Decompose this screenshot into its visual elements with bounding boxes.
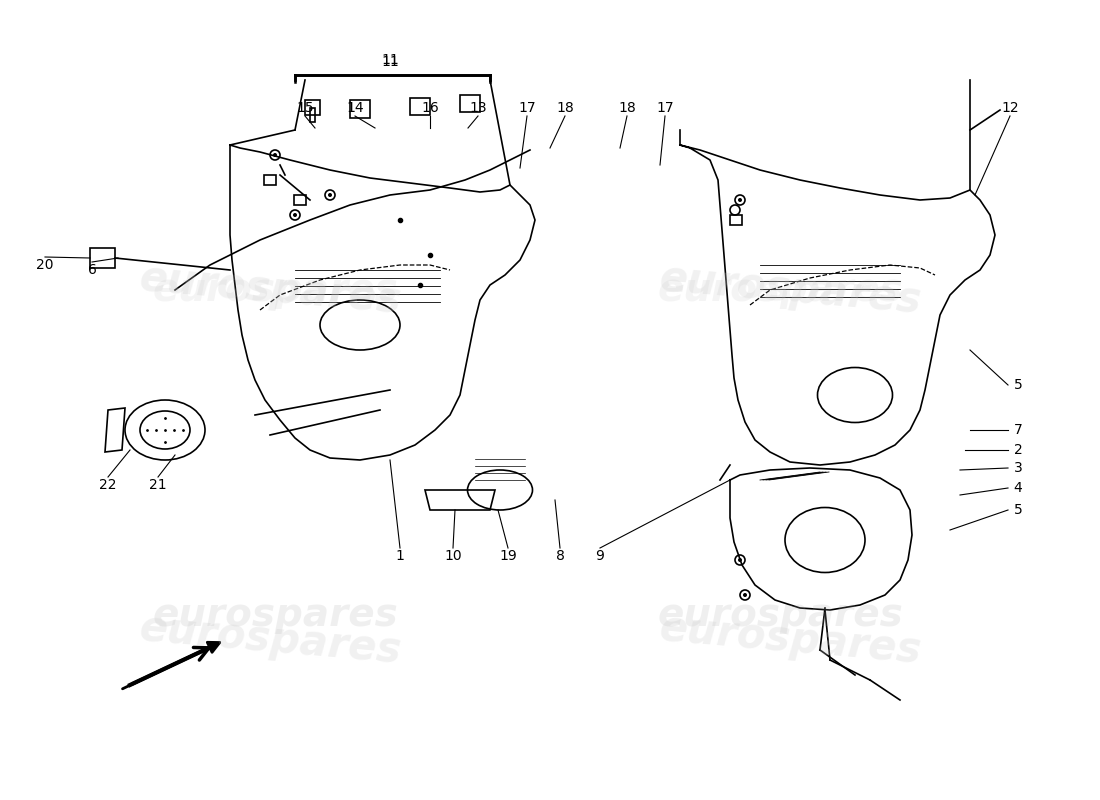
Text: 3: 3 [1013,461,1022,475]
Circle shape [293,213,297,217]
Text: 18: 18 [557,101,574,115]
Text: 15: 15 [296,101,314,115]
Text: eurospares: eurospares [152,596,398,634]
Text: 12: 12 [1001,101,1019,115]
Text: 11: 11 [381,53,399,67]
Text: 2: 2 [1013,443,1022,457]
Circle shape [328,193,332,197]
Circle shape [738,198,742,202]
Text: 13: 13 [470,101,487,115]
Text: 9: 9 [595,549,604,563]
Text: eurospares: eurospares [138,608,403,672]
Text: 6: 6 [88,263,97,277]
Text: eurospares: eurospares [657,608,923,672]
Text: 21: 21 [150,478,167,492]
Text: eurospares: eurospares [657,271,903,309]
Text: 22: 22 [99,478,117,492]
Text: 11: 11 [381,55,399,69]
Text: 1: 1 [396,549,405,563]
Text: eurospares: eurospares [657,596,903,634]
Text: 14: 14 [346,101,364,115]
Text: eurospares: eurospares [657,258,923,322]
Text: 18: 18 [618,101,636,115]
Text: 17: 17 [518,101,536,115]
Text: 5: 5 [1013,378,1022,392]
Text: eurospares: eurospares [152,271,398,309]
Text: 4: 4 [1013,481,1022,495]
Text: 19: 19 [499,549,517,563]
Text: 20: 20 [36,258,54,272]
Text: 16: 16 [421,101,439,115]
Text: eurospares: eurospares [138,258,403,322]
Text: 10: 10 [444,549,462,563]
Circle shape [742,593,747,597]
Circle shape [738,558,742,562]
Circle shape [273,153,277,157]
Text: 8: 8 [556,549,564,563]
Text: 5: 5 [1013,503,1022,517]
Text: 17: 17 [657,101,674,115]
Text: 7: 7 [1013,423,1022,437]
